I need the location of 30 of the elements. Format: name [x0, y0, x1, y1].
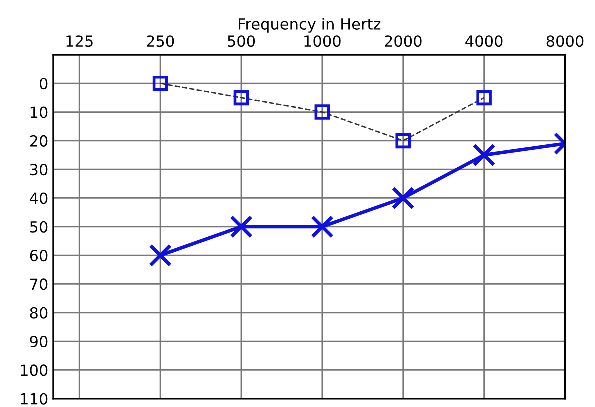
point: [149, 244, 172, 268]
point: [152, 76, 168, 92]
point: [392, 186, 415, 210]
x-tick-label: 1000: [304, 36, 341, 48]
point: [314, 104, 330, 120]
y-tick-label: 50: [30, 221, 48, 233]
x-tick-label: 500: [228, 36, 256, 48]
x-tick-label: 250: [147, 36, 174, 48]
x-tick-label: 4000: [466, 36, 503, 48]
point: [472, 144, 496, 167]
y-tick-label: 100: [21, 364, 48, 376]
x-tick-label: 2000: [385, 36, 422, 48]
x-tick-label: 125: [66, 36, 93, 48]
y-tick-label: 60: [30, 250, 48, 262]
x-axis-title: Frequency in Hertz: [239, 18, 381, 33]
y-tick-label: 20: [30, 135, 48, 147]
x-tick-label: 8000: [546, 36, 584, 48]
y-tick-label: 30: [30, 164, 48, 176]
y-tick-label: 90: [30, 336, 48, 348]
y-tick-label: 80: [30, 307, 48, 319]
y-tick-label: 10: [30, 106, 48, 118]
y-tick-label: 70: [30, 278, 48, 290]
y-tick-label: 40: [30, 192, 48, 204]
point: [234, 90, 250, 106]
y-tick-label: 110: [21, 393, 48, 405]
point: [310, 215, 334, 238]
point: [396, 133, 412, 149]
point: [476, 90, 492, 106]
point: [230, 215, 253, 238]
y-tick-label: 0: [40, 78, 48, 90]
